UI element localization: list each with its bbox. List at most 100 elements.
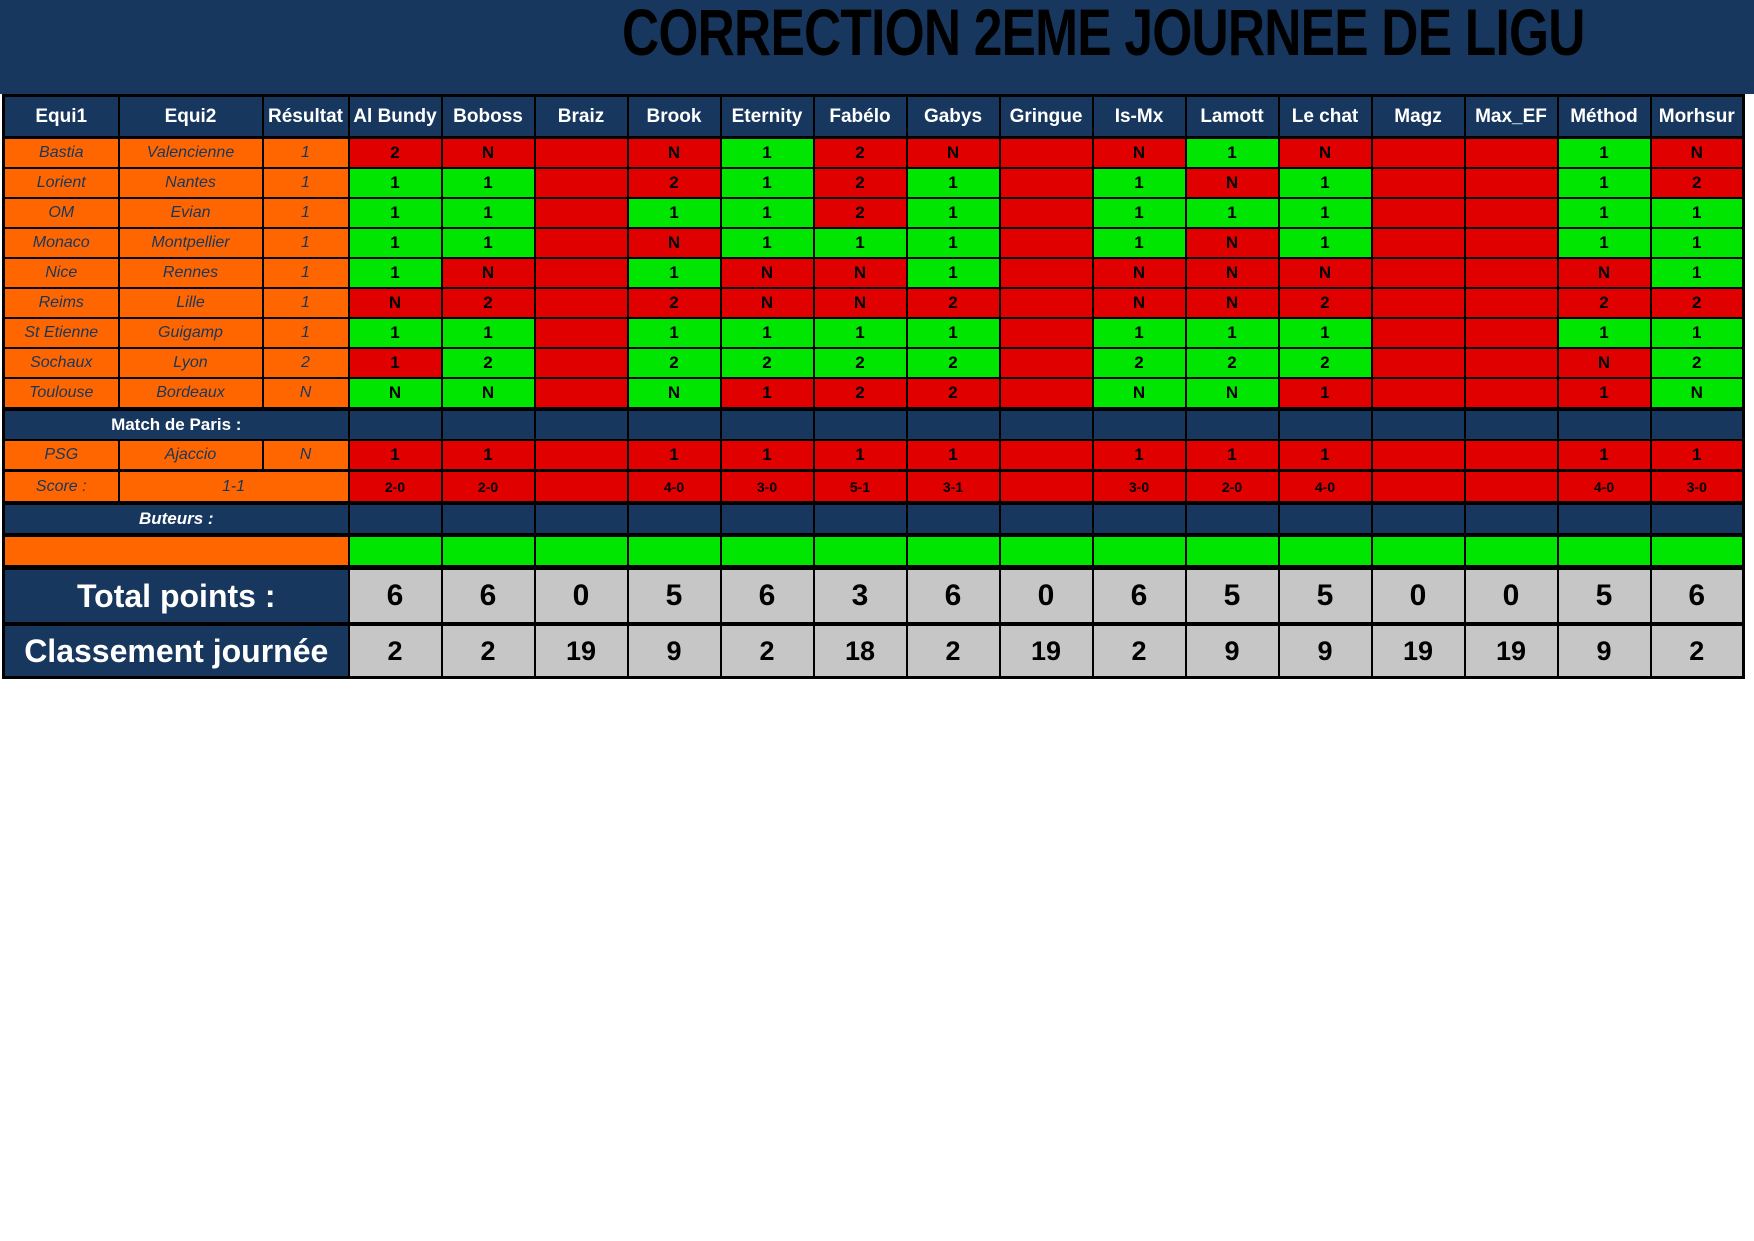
classement-cell: 2	[1649, 623, 1745, 679]
prediction-cell: N	[812, 287, 908, 319]
score-label-cell: Score :	[2, 469, 120, 504]
prediction-cell: 1	[1091, 227, 1187, 259]
prediction-cell	[998, 227, 1094, 259]
total-points-cell: 0	[1370, 566, 1466, 626]
total-points-cell: 0	[998, 566, 1094, 626]
spacer-green-cell	[533, 534, 629, 570]
prediction-cell: 1	[719, 167, 815, 199]
prediction-cell: N	[1091, 136, 1187, 169]
prediction-cell: 1	[1649, 317, 1745, 349]
buteurs-band-cell	[347, 501, 443, 537]
classement-cell: 9	[1556, 623, 1652, 679]
buteurs-band-cell	[440, 501, 536, 537]
prediction-cell: 1	[1556, 377, 1652, 410]
prediction-cell: 1	[905, 227, 1001, 259]
prediction-cell: 2	[905, 287, 1001, 319]
col-header-player: Brook	[626, 94, 722, 139]
paris-band-cell	[812, 407, 908, 441]
spacer-green-cell	[626, 534, 722, 570]
prediction-cell	[1370, 317, 1466, 349]
spacer-green-cell	[1370, 534, 1466, 570]
prediction-cell	[533, 197, 629, 229]
prediction-cell	[998, 197, 1094, 229]
prediction-cell: 1	[1277, 227, 1373, 259]
prediction-cell	[998, 377, 1094, 410]
prediction-cell: 2	[1649, 167, 1745, 199]
prediction-cell	[533, 347, 629, 379]
score-prediction-cell: 3-0	[1091, 469, 1187, 504]
prediction-cell: 2	[440, 347, 536, 379]
prediction-cell	[533, 136, 629, 169]
buteurs-band-label: Buteurs :	[2, 501, 350, 537]
col-header-player: Le chat	[1277, 94, 1373, 139]
prediction-cell: 1	[719, 317, 815, 349]
spacer-green-cell	[905, 534, 1001, 570]
prediction-cell: 2	[347, 136, 443, 169]
buteurs-band-cell	[1463, 501, 1559, 537]
col-header-player: Is-Mx	[1091, 94, 1187, 139]
paris-band-cell	[1091, 407, 1187, 441]
prediction-cell: N	[1184, 167, 1280, 199]
prediction-cell: 1	[1556, 136, 1652, 169]
prediction-cell: 1	[347, 227, 443, 259]
prediction-cell	[998, 439, 1094, 472]
prediction-cell: 1	[1184, 136, 1280, 169]
score-prediction-cell: 4-0	[626, 469, 722, 504]
prediction-cell: 1	[1556, 197, 1652, 229]
equi1-cell: Reims	[2, 287, 120, 319]
prediction-cell: N	[1556, 347, 1652, 379]
equi1-cell: Lorient	[2, 167, 120, 199]
equi1-cell: Sochaux	[2, 347, 120, 379]
prediction-cell: N	[347, 377, 443, 410]
resultat-cell: 1	[261, 227, 350, 259]
prediction-cell: 1	[626, 317, 722, 349]
total-points-cell: 6	[440, 566, 536, 626]
score-prediction-cell	[1370, 469, 1466, 504]
classement-cell: 19	[533, 623, 629, 679]
prediction-cell: 1	[905, 167, 1001, 199]
score-prediction-cell: 3-0	[719, 469, 815, 504]
prediction-cell: 2	[812, 197, 908, 229]
prediction-cell	[998, 287, 1094, 319]
prediction-cell	[1463, 167, 1559, 199]
score-prediction-cell: 3-0	[1649, 469, 1745, 504]
prediction-cell	[533, 167, 629, 199]
prediction-cell	[533, 287, 629, 319]
prediction-cell: N	[1091, 287, 1187, 319]
prediction-cell: 1	[1277, 377, 1373, 410]
col-header-player: Al Bundy	[347, 94, 443, 139]
col-header-player: Eternity	[719, 94, 815, 139]
total-points-label: Total points :	[2, 566, 350, 626]
title-bar: CORRECTION 2EME JOURNEE DE LIGU	[0, 0, 1754, 94]
buteurs-band-cell	[1091, 501, 1187, 537]
prediction-cell: 1	[905, 317, 1001, 349]
spacer-green-cell	[719, 534, 815, 570]
resultat-cell: 1	[261, 317, 350, 349]
spacer-green-cell	[1091, 534, 1187, 570]
prediction-cell: N	[719, 257, 815, 289]
prediction-cell: 2	[905, 347, 1001, 379]
prediction-cell: N	[440, 136, 536, 169]
col-header-player: Boboss	[440, 94, 536, 139]
prediction-cell	[998, 317, 1094, 349]
prediction-cell	[998, 167, 1094, 199]
prediction-cell: N	[1556, 257, 1652, 289]
score-result-cell: 1-1	[117, 469, 350, 504]
total-points-cell: 0	[1463, 566, 1559, 626]
prediction-cell: 2	[1649, 287, 1745, 319]
buteurs-band-cell	[1649, 501, 1745, 537]
prediction-cell: 1	[626, 197, 722, 229]
total-points-cell: 3	[812, 566, 908, 626]
prediction-cell: 1	[719, 439, 815, 472]
prediction-cell: N	[1184, 227, 1280, 259]
classement-cell: 19	[1463, 623, 1559, 679]
buteurs-band-cell	[1556, 501, 1652, 537]
prediction-cell: 1	[1556, 439, 1652, 472]
prediction-cell: N	[347, 287, 443, 319]
equi2-cell: Lille	[117, 287, 264, 319]
prediction-cell	[1370, 439, 1466, 472]
equi1-cell: OM	[2, 197, 120, 229]
score-prediction-cell: 2-0	[440, 469, 536, 504]
prediction-cell: N	[1091, 257, 1187, 289]
spacer-green-cell	[1277, 534, 1373, 570]
